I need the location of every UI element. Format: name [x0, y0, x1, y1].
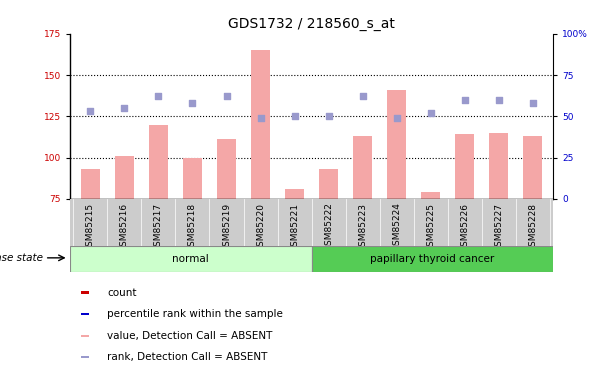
Point — [222, 93, 232, 99]
Bar — [70, 246, 311, 272]
Text: percentile rank within the sample: percentile rank within the sample — [108, 309, 283, 319]
Text: rank, Detection Call = ABSENT: rank, Detection Call = ABSENT — [108, 352, 268, 362]
Bar — [81, 169, 100, 199]
Text: GSM85215: GSM85215 — [86, 202, 95, 252]
Text: GSM85216: GSM85216 — [120, 202, 129, 252]
Text: GSM85217: GSM85217 — [154, 202, 163, 252]
Point — [528, 100, 537, 106]
Bar — [81, 356, 89, 358]
Text: disease state: disease state — [0, 253, 43, 263]
Point — [86, 108, 95, 114]
Bar — [319, 169, 338, 199]
Bar — [523, 136, 542, 199]
Text: GSM85221: GSM85221 — [290, 202, 299, 252]
Text: GSM85227: GSM85227 — [494, 202, 503, 252]
Bar — [421, 192, 440, 199]
Text: GSM85226: GSM85226 — [460, 202, 469, 252]
Bar — [81, 291, 89, 294]
Bar — [81, 334, 89, 337]
Text: GSM85220: GSM85220 — [256, 202, 265, 252]
Point — [460, 97, 469, 103]
Point — [188, 100, 198, 106]
Point — [120, 105, 130, 111]
Bar — [251, 50, 270, 199]
Text: GSM85225: GSM85225 — [426, 202, 435, 252]
Text: GSM85223: GSM85223 — [358, 202, 367, 252]
Bar — [217, 140, 236, 199]
Text: normal: normal — [173, 254, 209, 264]
Text: GSM85228: GSM85228 — [528, 202, 537, 252]
Point — [323, 113, 333, 119]
Bar — [149, 124, 168, 199]
Point — [290, 113, 300, 119]
Bar — [311, 246, 553, 272]
Point — [154, 93, 164, 99]
Point — [392, 115, 401, 121]
Bar — [489, 133, 508, 199]
Bar — [81, 313, 89, 315]
Point — [358, 93, 367, 99]
Bar — [353, 136, 372, 199]
Text: GSM85219: GSM85219 — [222, 202, 231, 252]
Text: GSM85222: GSM85222 — [324, 202, 333, 251]
Bar — [455, 134, 474, 199]
Text: GSM85218: GSM85218 — [188, 202, 197, 252]
Bar — [115, 156, 134, 199]
Bar — [285, 189, 304, 199]
Bar — [387, 90, 406, 199]
Title: GDS1732 / 218560_s_at: GDS1732 / 218560_s_at — [228, 17, 395, 32]
Text: GSM85224: GSM85224 — [392, 202, 401, 251]
Point — [426, 110, 435, 116]
Text: papillary thyroid cancer: papillary thyroid cancer — [370, 254, 494, 264]
Text: value, Detection Call = ABSENT: value, Detection Call = ABSENT — [108, 331, 272, 340]
Point — [494, 97, 503, 103]
Text: count: count — [108, 288, 137, 297]
Bar — [183, 158, 202, 199]
Point — [256, 115, 266, 121]
